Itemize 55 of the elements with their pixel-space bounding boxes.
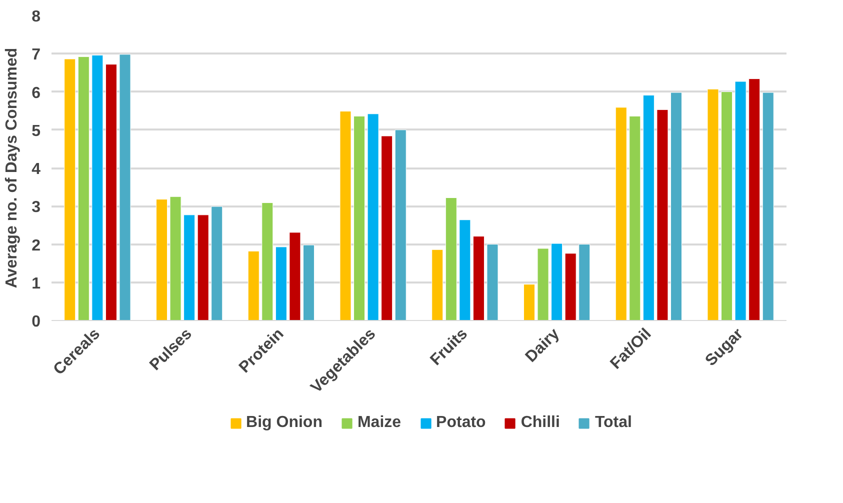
bar bbox=[354, 116, 366, 320]
y-tick-label: 3 bbox=[32, 199, 41, 216]
bar bbox=[578, 244, 590, 320]
bar bbox=[762, 92, 774, 320]
bar bbox=[564, 253, 576, 320]
bar bbox=[748, 78, 760, 320]
bar bbox=[381, 136, 393, 320]
legend-label: Maize bbox=[357, 414, 402, 432]
bar bbox=[119, 54, 131, 320]
legend-label: Big Onion bbox=[246, 414, 322, 432]
y-tick-label: 7 bbox=[32, 46, 41, 64]
bar bbox=[92, 54, 104, 320]
y-tick-label: 6 bbox=[32, 84, 41, 102]
bar bbox=[170, 196, 182, 320]
bar bbox=[615, 107, 627, 320]
bar bbox=[472, 236, 484, 320]
bar bbox=[78, 56, 90, 320]
bar bbox=[734, 81, 746, 320]
y-axis-title: Average no. of Days Consumed bbox=[4, 48, 21, 288]
y-tick-label: 1 bbox=[32, 275, 41, 292]
y-tick-label: 0 bbox=[32, 314, 41, 330]
legend-label: Total bbox=[594, 414, 632, 432]
bar bbox=[105, 64, 117, 320]
y-tick-label: 4 bbox=[32, 161, 41, 178]
legend-label: Potato bbox=[436, 414, 486, 432]
legend-label: Chilli bbox=[520, 414, 560, 432]
bar bbox=[642, 94, 654, 320]
bar bbox=[537, 248, 549, 320]
bar bbox=[211, 206, 223, 320]
bar bbox=[184, 214, 196, 320]
y-tick-label: 5 bbox=[32, 122, 41, 140]
bar bbox=[64, 58, 76, 320]
bar bbox=[523, 284, 536, 320]
bar bbox=[248, 250, 260, 320]
bar bbox=[551, 243, 563, 320]
y-tick-label: 2 bbox=[32, 237, 41, 254]
bar bbox=[670, 92, 682, 320]
bar bbox=[432, 249, 444, 320]
bar bbox=[275, 246, 287, 320]
bar bbox=[156, 199, 168, 320]
bar bbox=[289, 232, 301, 320]
bar bbox=[367, 114, 379, 320]
bar bbox=[394, 130, 406, 320]
bar bbox=[262, 202, 274, 320]
bar bbox=[197, 214, 209, 320]
bar bbox=[721, 92, 733, 320]
bar bbox=[707, 88, 719, 320]
bar bbox=[302, 244, 315, 320]
y-tick-label: 8 bbox=[32, 8, 41, 26]
bar bbox=[656, 109, 668, 320]
bar bbox=[445, 197, 457, 320]
bar bbox=[459, 220, 471, 320]
bar bbox=[340, 110, 352, 320]
bar bbox=[629, 116, 641, 320]
bar bbox=[486, 244, 498, 320]
